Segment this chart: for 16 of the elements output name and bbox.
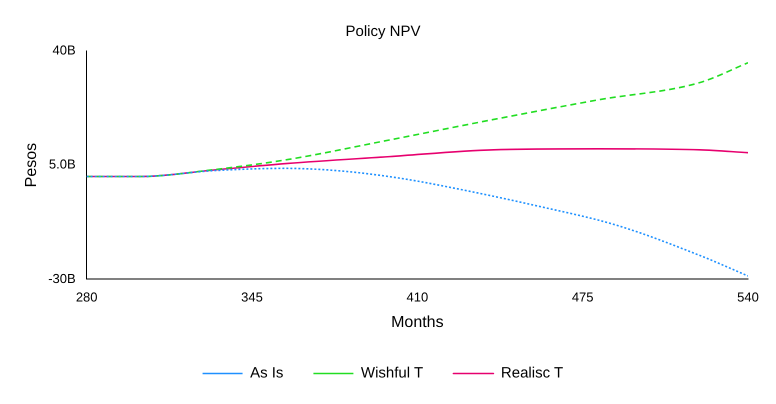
x-tick-label: 410 bbox=[406, 290, 428, 305]
y-tick-label: 5.0B bbox=[48, 156, 76, 172]
x-tick-label: 540 bbox=[737, 290, 759, 305]
line-series bbox=[86, 168, 748, 277]
line-series bbox=[86, 62, 748, 178]
y-axis-title: Pesos bbox=[23, 142, 40, 188]
x-axis-title: Months bbox=[391, 314, 444, 331]
y-tick-label: -30B bbox=[48, 270, 76, 286]
chart-title: Policy NPV bbox=[345, 23, 421, 40]
legend-label: As Is bbox=[250, 364, 284, 382]
legend-label: Realisc T bbox=[500, 364, 564, 382]
y-tick-label: 40B bbox=[52, 42, 76, 58]
x-tick-label: 475 bbox=[572, 290, 594, 305]
x-tick-label: 280 bbox=[76, 290, 98, 305]
x-tick-label: 345 bbox=[241, 290, 263, 305]
legend-label: Wishful T bbox=[360, 364, 424, 382]
